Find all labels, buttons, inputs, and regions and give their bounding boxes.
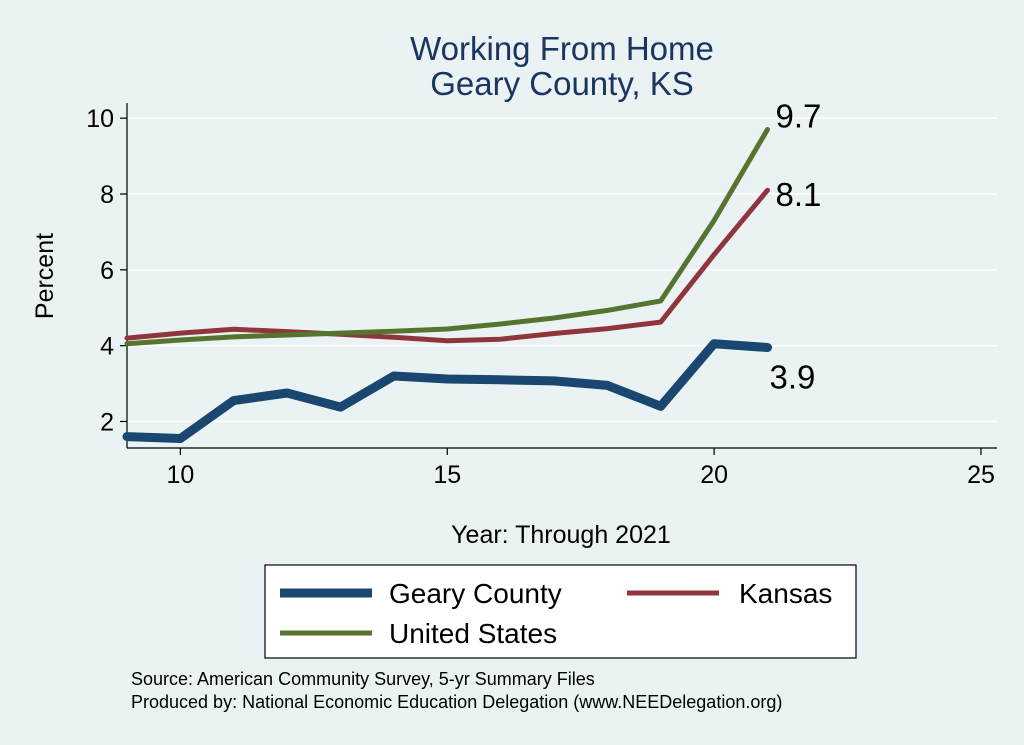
chart-subtitle: Geary County, KS [430,65,694,102]
legend: Geary County Kansas United States [264,564,857,659]
x-tick-label: 15 [433,461,461,489]
y-tick-label: 4 [100,333,114,361]
axes: 2 4 6 8 10 10 15 20 25 [86,103,997,489]
end-label-geary-county: 3.9 [769,359,815,396]
series-line-united-states [124,127,770,347]
y-tick-label: 8 [100,181,114,209]
end-label-kansas: 8.1 [775,176,821,213]
grid [127,117,997,423]
producer-note: Produced by: National Economic Education… [131,692,782,712]
y-tick-label: 6 [100,257,114,285]
x-tick-label: 20 [700,461,728,489]
plot-area [127,103,997,448]
x-tick-label: 25 [967,461,995,489]
source-note: Source: American Community Survey, 5-yr … [131,669,595,689]
series-line-geary-county [122,339,772,443]
end-label-united-states: 9.7 [775,98,821,135]
x-axis-title: Year: Through 2021 [451,521,671,549]
chart-title: Working From Home [410,30,714,67]
end-labels: 3.9 8.1 9.7 [769,98,821,396]
y-tick-label: 10 [86,105,114,133]
y-axis-title: Percent [31,233,59,319]
legend-label-kansas: Kansas [739,578,832,609]
x-tick-label: 10 [166,461,194,489]
series-layer [122,127,772,443]
legend-label-united-states: United States [389,618,557,649]
legend-box [264,564,857,659]
legend-label-geary-county: Geary County [389,578,562,609]
y-tick-label: 2 [100,408,114,436]
series-line-kansas [124,187,770,344]
